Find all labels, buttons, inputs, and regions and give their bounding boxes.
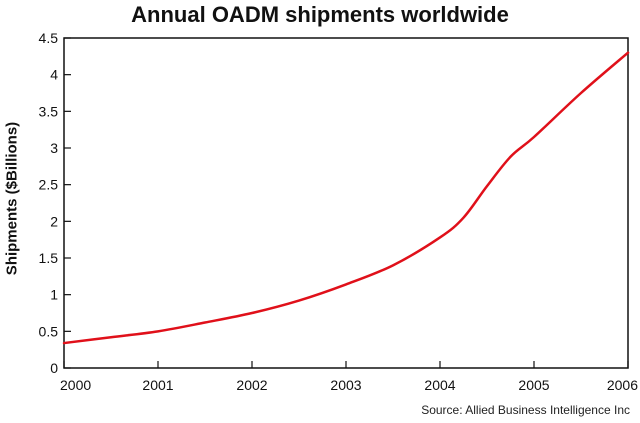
y-tick-label: 4: [50, 67, 58, 83]
y-ticks: 0 0.5 1 1.5 2 2.5 3 3.5 4 4.5: [39, 30, 71, 376]
x-tick-label: 2003: [330, 377, 361, 393]
chart-title: Annual OADM shipments worldwide: [131, 2, 509, 27]
x-tick-label: 2006: [607, 377, 638, 393]
x-tick-label: 2000: [60, 377, 91, 393]
y-tick-label: 0.5: [39, 323, 59, 339]
source-note: Source: Allied Business Intelligence Inc: [421, 403, 630, 417]
y-tick-label: 2: [50, 213, 58, 229]
y-tick-label: 2.5: [39, 177, 59, 193]
y-tick-label: 3.5: [39, 103, 59, 119]
y-tick-label: 4.5: [39, 30, 59, 46]
y-tick-label: 1: [50, 287, 58, 303]
y-tick-label: 3: [50, 140, 58, 156]
plot-frame: [63, 37, 629, 369]
y-tick-label: 0: [50, 360, 58, 376]
x-tick-label: 2002: [236, 377, 267, 393]
x-tick-label: 2005: [518, 377, 549, 393]
x-tick-label: 2001: [142, 377, 173, 393]
x-tick-label: 2004: [424, 377, 455, 393]
x-ticks: 2000 2001 2002 2003 2004 2005 2006: [60, 361, 638, 393]
y-tick-label: 1.5: [39, 250, 59, 266]
series-line: [62, 51, 630, 345]
